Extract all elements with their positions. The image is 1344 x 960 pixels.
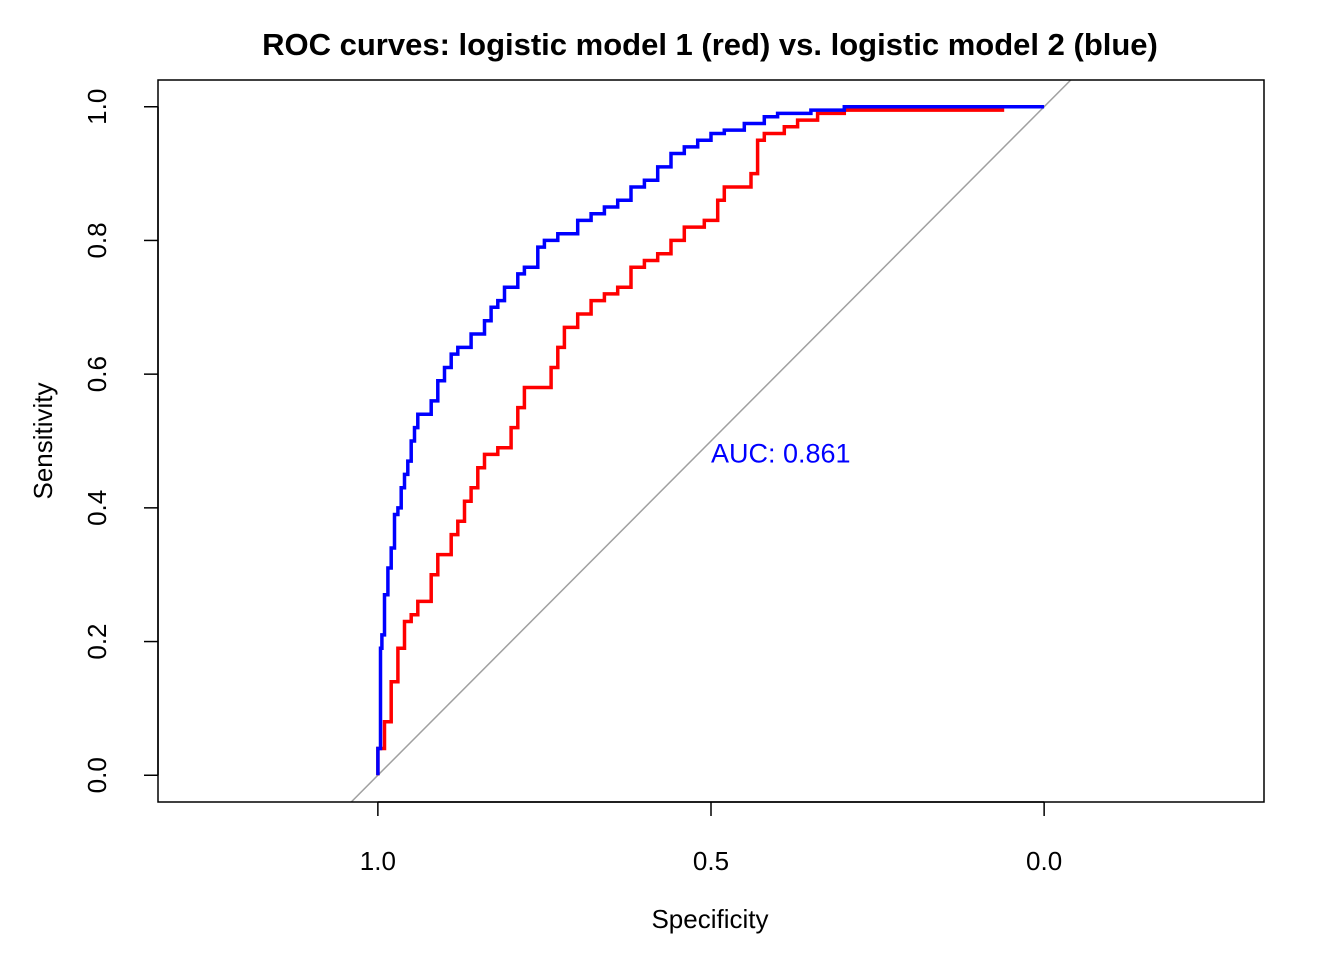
y-tick-label: 0.0 <box>82 757 112 793</box>
x-tick-label: 0.5 <box>693 846 729 876</box>
chart-title: ROC curves: logistic model 1 (red) vs. l… <box>262 27 1158 62</box>
reference-diagonal <box>350 80 1072 802</box>
roc-curve-series-2 <box>376 104 1045 776</box>
y-tick-label: 0.2 <box>82 623 112 659</box>
plot-area <box>350 80 1072 802</box>
x-axis: 1.0 0.5 0.0 <box>360 801 1062 876</box>
y-tick-label: 0.4 <box>82 490 112 526</box>
y-axis: 0.0 0.2 0.4 0.6 0.8 1.0 <box>82 89 159 793</box>
x-tick-label: 0.0 <box>1026 846 1062 876</box>
x-tick-label: 1.0 <box>360 846 396 876</box>
auc-annotation: AUC: 0.861 <box>711 438 851 468</box>
y-tick-label: 1.0 <box>82 89 112 125</box>
roc-curve-series-1 <box>376 108 1005 776</box>
y-axis-label: Sensitivity <box>28 382 58 499</box>
y-tick-label: 0.8 <box>82 222 112 258</box>
x-axis-label: Specificity <box>651 904 768 934</box>
y-tick-label: 0.6 <box>82 356 112 392</box>
